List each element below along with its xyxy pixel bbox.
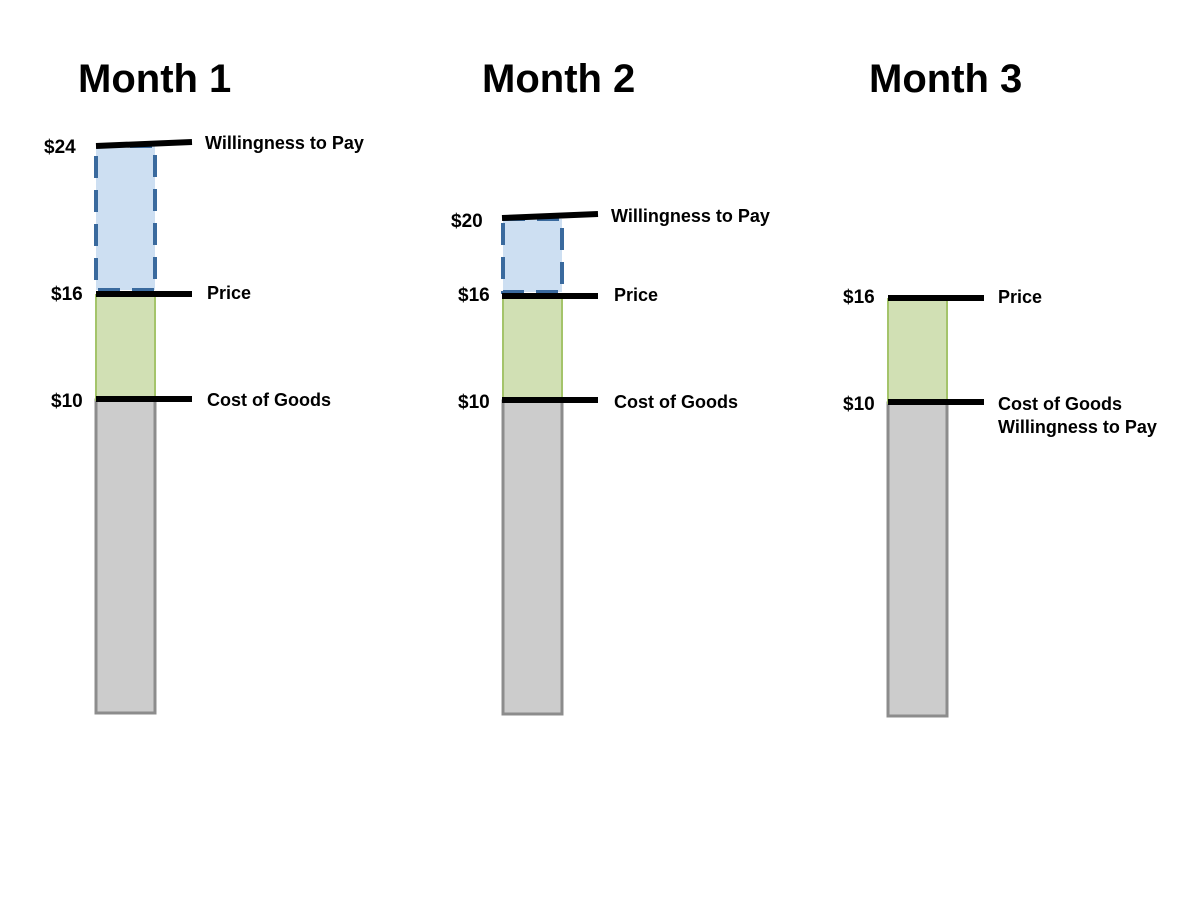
month-2-title: Month 2 [482, 57, 635, 101]
month-1-cost-bar [94, 398, 157, 715]
month-2-cost-bar [501, 399, 564, 716]
month-1-surplus-bar [94, 144, 157, 292]
month-3-cost-label: Cost of Goods [998, 394, 1122, 414]
month-2-panel: Month 2 $20 $16 $10 Willingness to Pay P… [451, 57, 770, 716]
month-1-price-label: Price [207, 283, 251, 303]
month-2-price-value: $16 [458, 285, 490, 306]
month-1-margin-bar [95, 294, 156, 401]
month-1-title: Month 1 [78, 57, 231, 101]
month-3-price-value: $16 [843, 287, 875, 308]
month-2-cost-value: $10 [458, 392, 490, 413]
month-1-wtp-marker [95, 139, 193, 149]
month-1-cost-value: $10 [51, 391, 83, 412]
month-1-wtp-label: Willingness to Pay [205, 133, 364, 153]
month-3-cost-bar [886, 401, 949, 718]
month-3-cost-value: $10 [843, 394, 875, 415]
month-2-cost-label: Cost of Goods [614, 392, 738, 412]
month-2-wtp-value: $20 [451, 211, 483, 232]
month-1-panel: Month 1 $24 $16 $10 Willingness to Pay P… [44, 57, 364, 715]
month-1-price-value: $16 [51, 284, 83, 305]
month-2-wtp-marker [501, 211, 599, 221]
month-3-wtp-label: Willingness to Pay [998, 417, 1157, 437]
month-2-surplus-bar [501, 217, 564, 294]
month-3-panel: Month 3 $16 $10 Price Cost of Goods Will… [843, 57, 1157, 718]
month-3-margin-bar [887, 298, 948, 404]
month-3-title: Month 3 [869, 57, 1022, 101]
month-2-price-label: Price [614, 285, 658, 305]
month-1-wtp-value: $24 [44, 137, 76, 158]
month-1-cost-label: Cost of Goods [207, 390, 331, 410]
month-2-wtp-label: Willingness to Pay [611, 206, 770, 226]
month-2-margin-bar [502, 296, 563, 402]
month-3-price-label: Price [998, 287, 1042, 307]
